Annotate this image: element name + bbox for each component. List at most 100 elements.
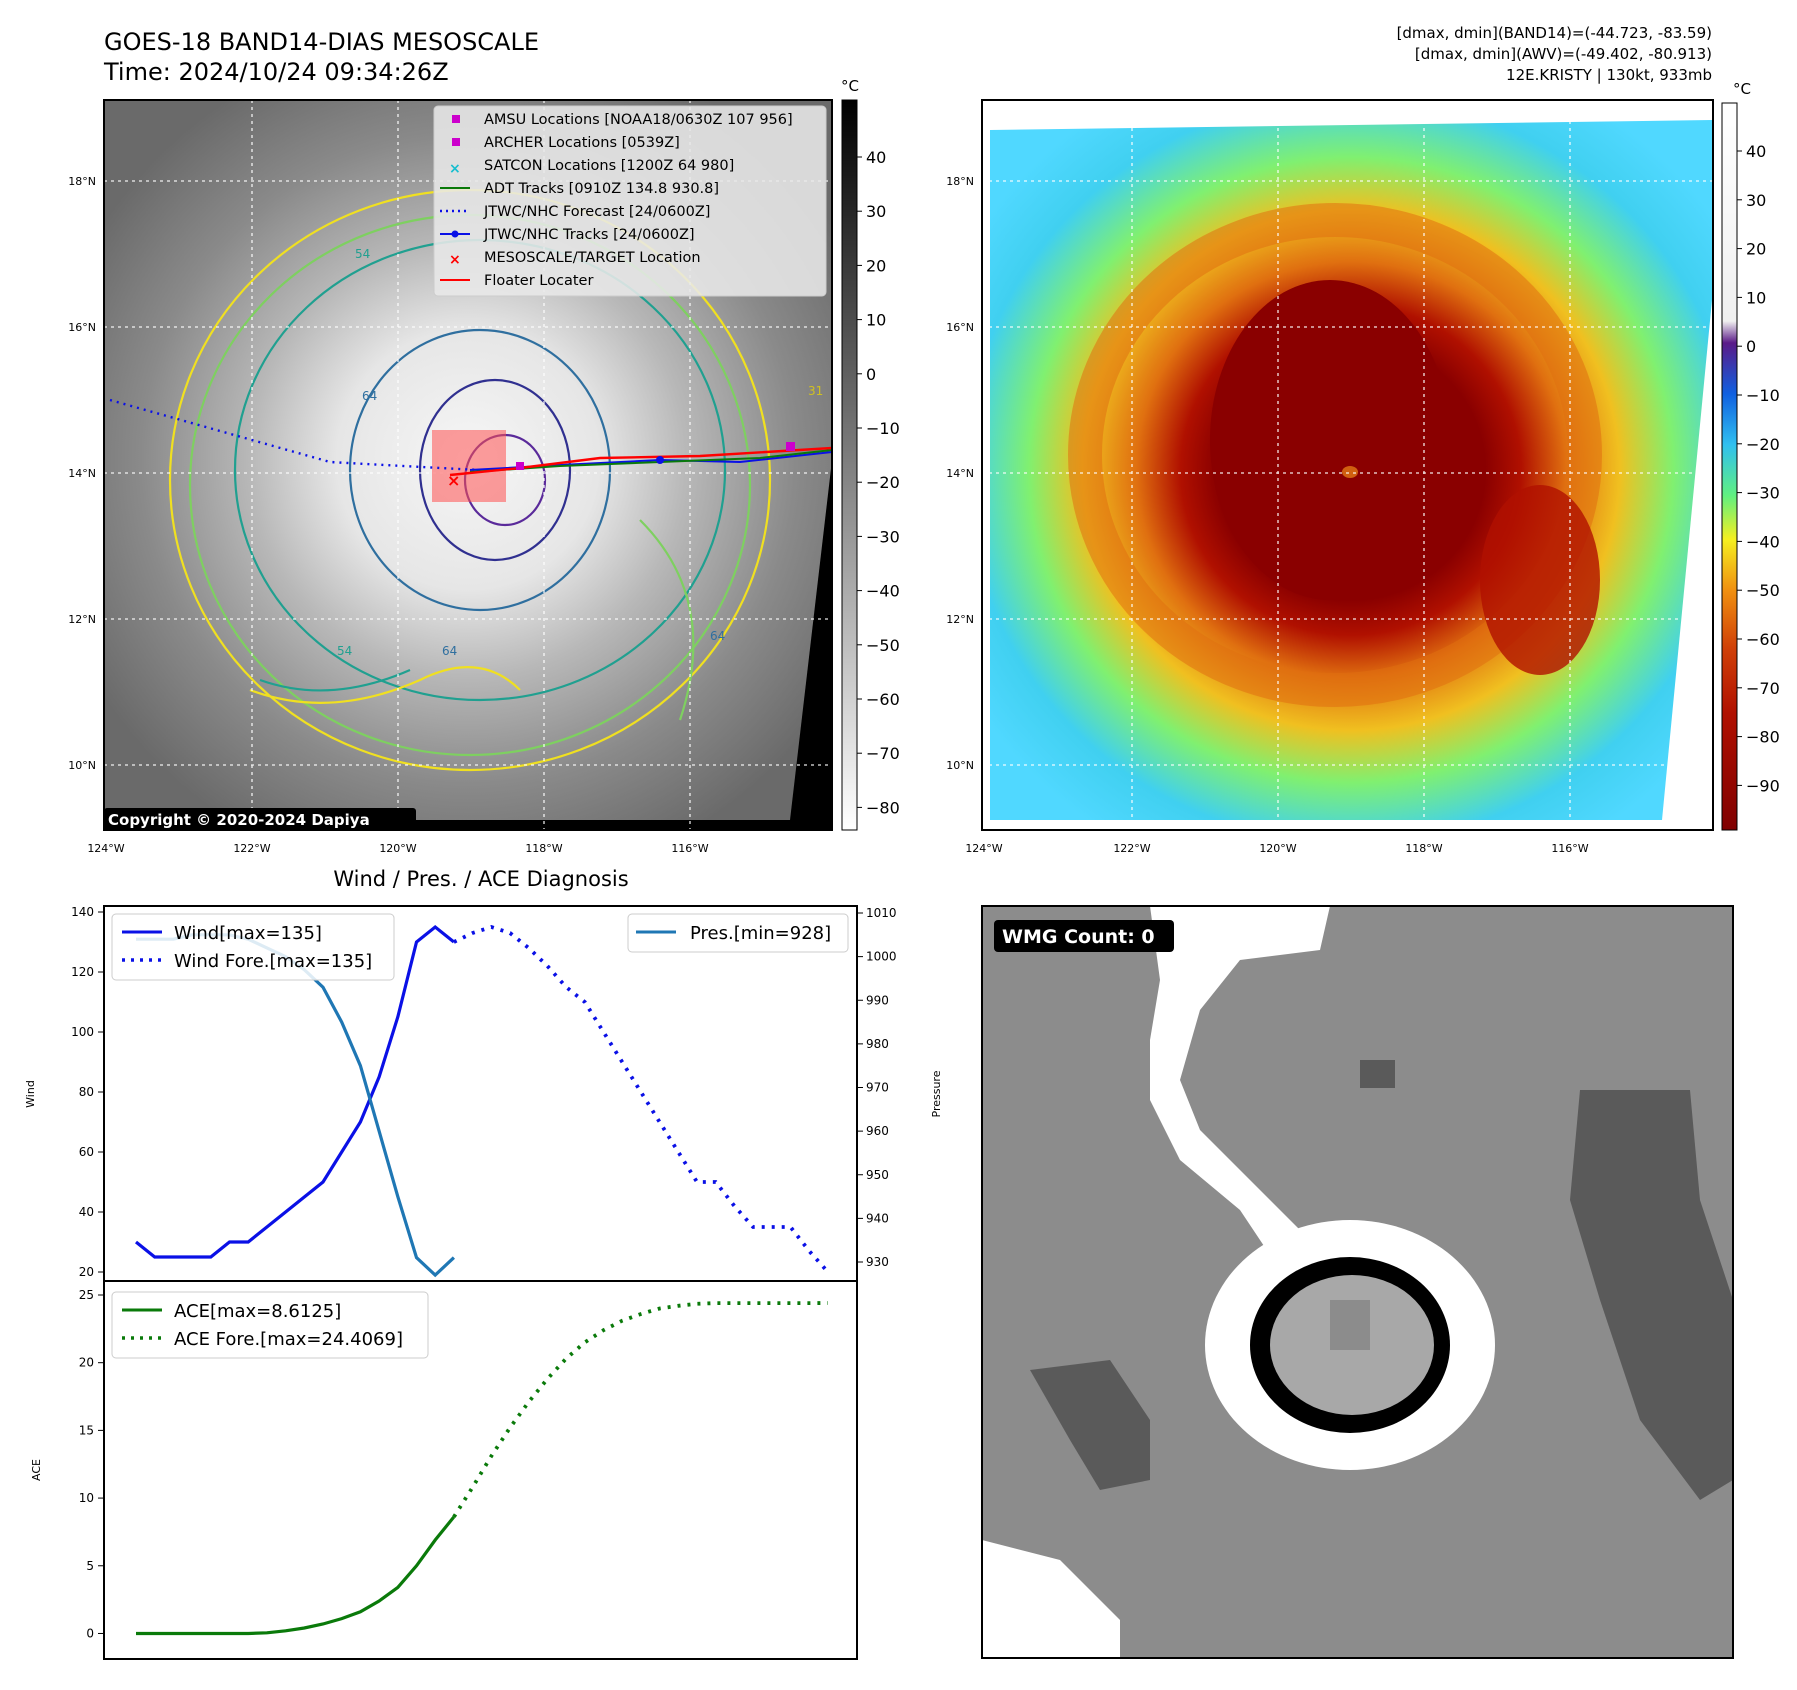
contour-label-4: 54 <box>355 247 370 261</box>
ace-tick-label: 0 <box>86 1626 94 1640</box>
x-marker-icon: × <box>449 252 461 268</box>
pressure-tick-label: 930 <box>866 1255 889 1269</box>
ir-map-left: × 64 54 64 54 64 31 × × AMSU Locations [… <box>68 77 900 855</box>
wind-axis-label: Wind <box>24 1080 37 1108</box>
lat-label: 10°N <box>946 759 974 772</box>
legend-label-target: MESOSCALE/TARGET Location <box>484 250 701 266</box>
colorbar-tick-label: 30 <box>866 202 886 221</box>
wmg-badge-box <box>994 920 1174 952</box>
legend-label-adt: ADT Tracks [0910Z 134.8 930.8] <box>484 181 719 197</box>
lat-label: 12°N <box>68 613 96 626</box>
pressure-tick-label: 980 <box>866 1037 889 1051</box>
colorbar-tick-label: 20 <box>866 256 886 275</box>
ace-tick-label: 25 <box>79 1288 94 1302</box>
wmg-count-badge: WMG Count: 0 <box>1002 926 1155 948</box>
colorbar-tick-label: −20 <box>1746 435 1780 454</box>
colorbar-tick-label: −60 <box>866 690 900 709</box>
colorbar-tick-label: −70 <box>866 744 900 763</box>
wmg-dark-block <box>1360 1060 1395 1088</box>
wind-tick-label: 140 <box>71 905 94 919</box>
legend-label-wind-forecast: Wind Fore.[max=135] <box>174 951 372 972</box>
colorbar-right-unit: °C <box>1733 80 1751 98</box>
colorbar-tick-label: 40 <box>1746 142 1766 161</box>
contour-blue-64 <box>348 328 612 612</box>
lat-label: 16°N <box>946 321 974 334</box>
colorbar-tick-label: −30 <box>866 527 900 546</box>
colorbar-tick-label: −50 <box>1746 581 1780 600</box>
lon-label: 124°W <box>87 842 124 855</box>
colorbar-tick-label: −60 <box>1746 630 1780 649</box>
colorbar-tick-label: −10 <box>1746 386 1780 405</box>
stats-line-3: 12E.KRISTY | 130kt, 933mb <box>1506 66 1712 84</box>
pressure-axis-label: Pressure <box>930 1070 943 1117</box>
archer-marker <box>516 462 524 470</box>
wind-pressure-chart: Wind / Pres. / ACE Diagnosis 140 120 100 80… <box>24 867 943 1282</box>
stats-line-1: [dmax, dmin](BAND14)=(-44.723, -83.59) <box>1397 24 1712 42</box>
wind-tick-label: 100 <box>71 1025 94 1039</box>
ace-legend <box>111 1291 429 1359</box>
jtwc-forecast-track <box>109 398 481 472</box>
ace-tick-label: 5 <box>86 1559 94 1573</box>
lon-label: 118°W <box>1405 842 1442 855</box>
square-marker-icon <box>452 115 460 123</box>
pressure-tick-label: 1000 <box>866 950 897 964</box>
contour-navy-inner <box>418 378 572 562</box>
copyright-box <box>104 808 416 831</box>
lat-label: 14°N <box>68 467 96 480</box>
legend-label-jtwc-forecast: JTWC/NHC Forecast [24/0600Z] <box>483 204 710 220</box>
colorbar-tick-label: −70 <box>1746 679 1780 698</box>
title-line-2: Time: 2024/10/24 09:34:26Z <box>103 58 449 86</box>
colorbar-tick-label: 0 <box>866 365 876 384</box>
pressure-tick-label: 950 <box>866 1168 889 1182</box>
wmg-white-corner <box>982 1540 1120 1658</box>
map-left-legend: × × AMSU Locations [NOAA18/0630Z 107 956… <box>433 105 827 297</box>
wind-tick-label: 80 <box>79 1085 94 1099</box>
pressure-legend <box>627 913 849 953</box>
contour-label-5: 64 <box>710 629 725 643</box>
lon-label: 120°W <box>1259 842 1296 855</box>
legend-label-floater: Floater Locater <box>484 273 593 289</box>
spiral-band <box>1068 203 1602 707</box>
lat-label: 18°N <box>946 175 974 188</box>
square-marker-icon <box>452 138 460 146</box>
outer-band-cold <box>1480 485 1600 675</box>
eye <box>1342 466 1358 478</box>
lon-label: 124°W <box>965 842 1002 855</box>
colorbar-tick-label: −10 <box>866 419 900 438</box>
wind-tick-label: 40 <box>79 1205 94 1219</box>
colorbar-tick-label: 40 <box>866 148 886 167</box>
legend-box <box>433 105 827 297</box>
ace-chart: 25 20 15 10 5 0 ACE ACE[max=8.6125] ACE Fore.… <box>30 1280 858 1660</box>
lon-label: 120°W <box>379 842 416 855</box>
colorbar-tick-label: −50 <box>866 636 900 655</box>
wmg-frame <box>981 905 1734 1659</box>
floater-track <box>449 446 832 477</box>
colorbar-tick-label: 30 <box>1746 191 1766 210</box>
pressure-tick-label: 990 <box>866 993 889 1007</box>
colorbar-left <box>841 99 858 831</box>
colorbar-tick-label: −40 <box>866 582 900 601</box>
legend-label-ace: ACE[max=8.6125] <box>174 1301 341 1322</box>
wind-tick-label: 120 <box>71 965 94 979</box>
colorbar-tick-label: −80 <box>1746 728 1780 747</box>
pressure-tick-label: 1010 <box>866 906 897 920</box>
lon-label: 116°W <box>1551 842 1588 855</box>
colorbar-tick-label: −90 <box>1746 776 1780 795</box>
lat-label: 14°N <box>946 467 974 480</box>
colorbar-tick-label: 10 <box>866 311 886 330</box>
ace-tick-label: 10 <box>79 1491 94 1505</box>
contour-band-green <box>639 519 695 721</box>
contour-band-teal <box>259 668 411 692</box>
legend-label-ace-forecast: ACE Fore.[max=24.4069] <box>174 1329 403 1350</box>
cdo-core <box>1210 280 1450 600</box>
colorbar-tick-label: −30 <box>1746 484 1780 503</box>
pressure-tick-label: 960 <box>866 1124 889 1138</box>
wmg-dark-region-east <box>1570 1090 1733 1500</box>
title-line-1: GOES-18 BAND14-DIAS MESOSCALE <box>104 28 539 56</box>
colorbar-tick-label: −80 <box>866 798 900 817</box>
contour-label-2: 54 <box>337 644 352 658</box>
pressure-tick-label: 970 <box>866 1081 889 1095</box>
wind-tick-label: 20 <box>79 1265 94 1279</box>
ace-axis-label: ACE <box>30 1459 43 1481</box>
